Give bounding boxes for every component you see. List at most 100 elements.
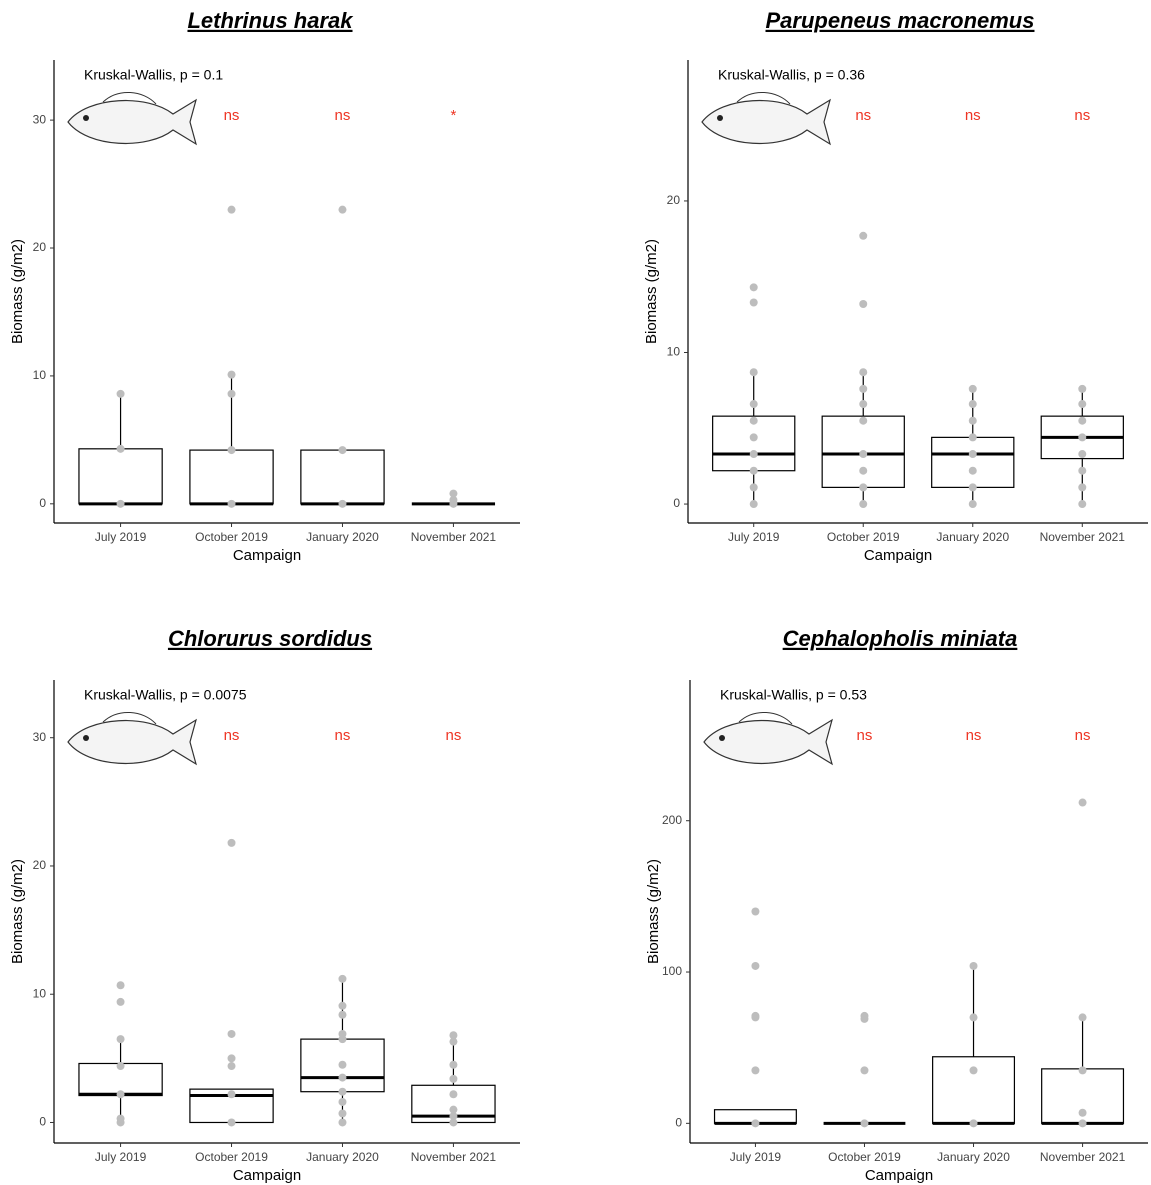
data-point <box>1078 417 1086 425</box>
x-axis-title: Campaign <box>864 547 932 564</box>
data-point <box>228 1090 236 1098</box>
box <box>932 437 1014 487</box>
significance-label: ns <box>965 107 981 124</box>
x-tick-label: July 2019 <box>730 1150 782 1164</box>
data-point <box>751 1119 759 1127</box>
x-axis-title: Campaign <box>233 1167 301 1184</box>
y-tick-label: 30 <box>33 112 47 126</box>
x-tick-label: January 2020 <box>936 530 1009 544</box>
y-tick-label: 200 <box>662 813 682 827</box>
data-point <box>750 433 758 441</box>
x-tick-label: November 2021 <box>411 1150 497 1164</box>
fish-body <box>68 100 196 144</box>
y-tick-label: 0 <box>675 1116 682 1130</box>
x-tick-label: November 2021 <box>411 530 497 544</box>
panel: Parupeneus macronemus01020Biomass (g/m2)… <box>643 8 1148 564</box>
data-point <box>859 385 867 393</box>
y-axis-title: Biomass (g/m2) <box>9 859 26 964</box>
significance-label: ns <box>1074 107 1090 124</box>
data-point <box>751 1012 759 1020</box>
chart-title: Lethrinus harak <box>187 8 354 33</box>
significance-label: ns <box>857 727 873 744</box>
data-point <box>338 446 346 454</box>
data-point <box>117 390 125 398</box>
x-axis-title: Campaign <box>233 547 301 564</box>
figure: Lethrinus harak 0 10 20 30 Biomass (g/m2) Camp… <box>0 0 1151 1185</box>
y-tick-label: 20 <box>667 193 681 207</box>
fish-eye <box>717 115 723 121</box>
data-point <box>1078 450 1086 458</box>
fish-illustration <box>68 712 196 764</box>
data-point <box>449 1061 457 1069</box>
data-point <box>1078 467 1086 475</box>
data-point <box>970 1066 978 1074</box>
data-point <box>228 1062 236 1070</box>
annotation: Kruskal-Wallis, p = 0.0075 <box>84 687 247 703</box>
chart-title: Chlorurus sordidus <box>168 626 372 651</box>
significance-label: ns <box>966 727 982 744</box>
x-tick-label: July 2019 <box>728 530 780 544</box>
data-point <box>750 483 758 491</box>
data-point <box>750 368 758 376</box>
data-point <box>117 1090 125 1098</box>
data-point <box>449 1031 457 1039</box>
fish-body <box>704 720 832 764</box>
data-point <box>1078 483 1086 491</box>
data-point <box>228 446 236 454</box>
data-point <box>1079 799 1087 807</box>
data-point <box>860 1066 868 1074</box>
annotation: Kruskal-Wallis, p = 0.1 <box>84 67 223 83</box>
x-tick-label: January 2020 <box>306 1150 379 1164</box>
data-point <box>859 450 867 458</box>
data-point <box>859 400 867 408</box>
data-point <box>1079 1066 1087 1074</box>
data-point <box>228 1118 236 1126</box>
y-tick-label: 20 <box>33 858 47 872</box>
y-tick-label: 10 <box>667 345 681 359</box>
data-point <box>751 962 759 970</box>
fish-body <box>702 100 830 144</box>
significance-label: ns <box>335 727 351 744</box>
y-tick-label: 0 <box>673 496 680 510</box>
data-point <box>228 371 236 379</box>
box <box>190 450 273 504</box>
data-point <box>338 1110 346 1118</box>
x-tick-label: November 2021 <box>1040 530 1126 544</box>
box <box>301 450 384 504</box>
data-point <box>859 368 867 376</box>
data-point <box>117 445 125 453</box>
data-point <box>750 450 758 458</box>
data-point <box>228 390 236 398</box>
data-point <box>338 975 346 983</box>
y-axis-title: Biomass (g/m2) <box>643 239 660 344</box>
data-point <box>969 450 977 458</box>
data-point <box>338 1061 346 1069</box>
data-point <box>228 1054 236 1062</box>
data-point <box>117 1115 125 1123</box>
data-point <box>338 1030 346 1038</box>
box <box>79 449 162 504</box>
data-point <box>859 483 867 491</box>
y-axis-title: Biomass (g/m2) <box>645 859 662 964</box>
data-point <box>751 1066 759 1074</box>
data-point <box>969 433 977 441</box>
fish-illustration <box>704 712 832 764</box>
data-point <box>970 1119 978 1127</box>
data-point <box>969 400 977 408</box>
fish-eye <box>83 115 89 121</box>
data-point <box>1078 500 1086 508</box>
data-point <box>117 1035 125 1043</box>
significance-label: ns <box>446 727 462 744</box>
data-point <box>449 490 457 498</box>
data-point <box>1079 1013 1087 1021</box>
data-point <box>338 1118 346 1126</box>
data-point <box>859 467 867 475</box>
y-axis-title: Biomass (g/m2) <box>9 239 26 344</box>
fish-illustration <box>68 92 196 144</box>
data-point <box>1079 1119 1087 1127</box>
data-point <box>859 232 867 240</box>
y-tick-label: 0 <box>39 496 46 510</box>
y-tick-label: 10 <box>33 986 47 1000</box>
fish-body <box>68 720 196 764</box>
